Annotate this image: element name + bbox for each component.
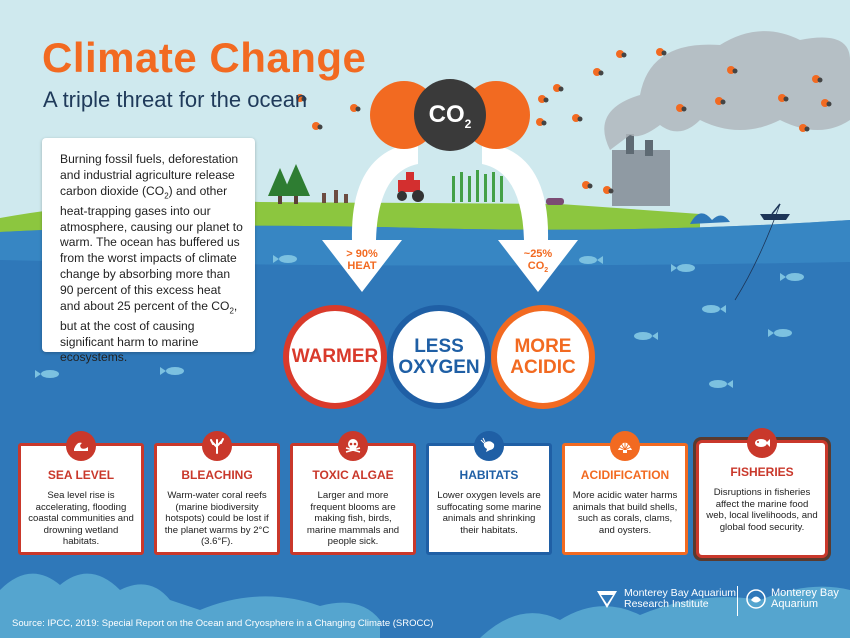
intro-text-box: Burning fossil fuels, deforestation and … (42, 138, 255, 364)
mba-logo-line2: Aquarium (771, 598, 819, 610)
mba-logo-line1: Monterey Bay (771, 587, 839, 599)
page-subtitle: A triple threat for the ocean (43, 87, 308, 112)
card-body: More acidic water harms animals that bui… (572, 490, 678, 536)
card-sea-level: SEA LEVEL Sea level rise is accelerating… (18, 431, 144, 555)
shrimp-icon (474, 431, 504, 461)
card-body: Sea level rise is accelerating, flooding… (28, 490, 134, 548)
co2-label: CO2 (428, 101, 472, 131)
card-acidification: ACIDIFICATION More acidic water harms an… (562, 431, 688, 555)
threat-warmer: WARMER (283, 305, 387, 409)
factory-icon (604, 31, 850, 206)
card-body: Disruptions in fisheries affect the mari… (706, 487, 818, 533)
mbari-logo-line2: Research Institute (624, 598, 709, 610)
card-title: FISHERIES (730, 465, 794, 479)
card-bleaching: BLEACHING Warm-water coral reefs (marine… (154, 431, 280, 555)
card-toxic-algae: TOXIC ALGAE Larger and more frequent blo… (290, 431, 416, 555)
card-body: Larger and more frequent blooms are maki… (306, 490, 400, 548)
fish-icons (35, 255, 804, 388)
co2-arrow-label: ~25% CO2 (523, 248, 553, 275)
mbari-logo-line1: Monterey Bay Aquarium (624, 587, 737, 599)
source-citation: Source: IPCC, 2019: Special Report on th… (12, 618, 434, 629)
mba-logo-icon (746, 589, 766, 609)
wave-icon (66, 431, 96, 461)
crops-icon (452, 170, 503, 202)
card-fisheries: FISHERIES Disruptions in fisheries affec… (699, 428, 825, 555)
card-title: SEA LEVEL (47, 468, 115, 482)
mbari-logo-icon (597, 591, 617, 608)
card-body: Lower oxygen levels are suffocating some… (436, 490, 542, 536)
card-title: ACIDIFICATION (580, 468, 670, 482)
boat-icon (734, 203, 790, 301)
card-title: HABITATS (459, 468, 519, 482)
page-title: Climate Change (42, 34, 367, 81)
tractor-icon (397, 172, 424, 202)
mbari-logo: Monterey Bay Aquarium Research Institute (596, 588, 736, 610)
co2-particles-icon (296, 48, 832, 194)
car-icon (546, 198, 564, 205)
fish-icon (747, 428, 777, 458)
co2-arrow-icon (482, 142, 578, 292)
co2-molecule-icon (370, 79, 530, 151)
skull-icon (338, 431, 368, 461)
coral-icon (202, 431, 232, 461)
shell-icon (610, 431, 640, 461)
heat-arrow-icon (322, 142, 418, 292)
logo-divider (737, 586, 738, 616)
heat-arrow-label: > 90% HEAT (346, 248, 378, 272)
card-title: BLEACHING (181, 468, 253, 482)
threat-less-oxygen: LESS OXYGEN (387, 305, 491, 409)
mba-logo: Monterey Bay Aquarium (746, 588, 839, 610)
threat-more-acidic: MORE ACIDIC (491, 305, 595, 409)
card-habitats: HABITATS Lower oxygen levels are suffoca… (426, 431, 552, 555)
trees-icon (268, 164, 310, 204)
card-title: TOXIC ALGAE (312, 468, 394, 482)
card-body: Warm-water coral reefs (marine biodivers… (164, 490, 270, 548)
